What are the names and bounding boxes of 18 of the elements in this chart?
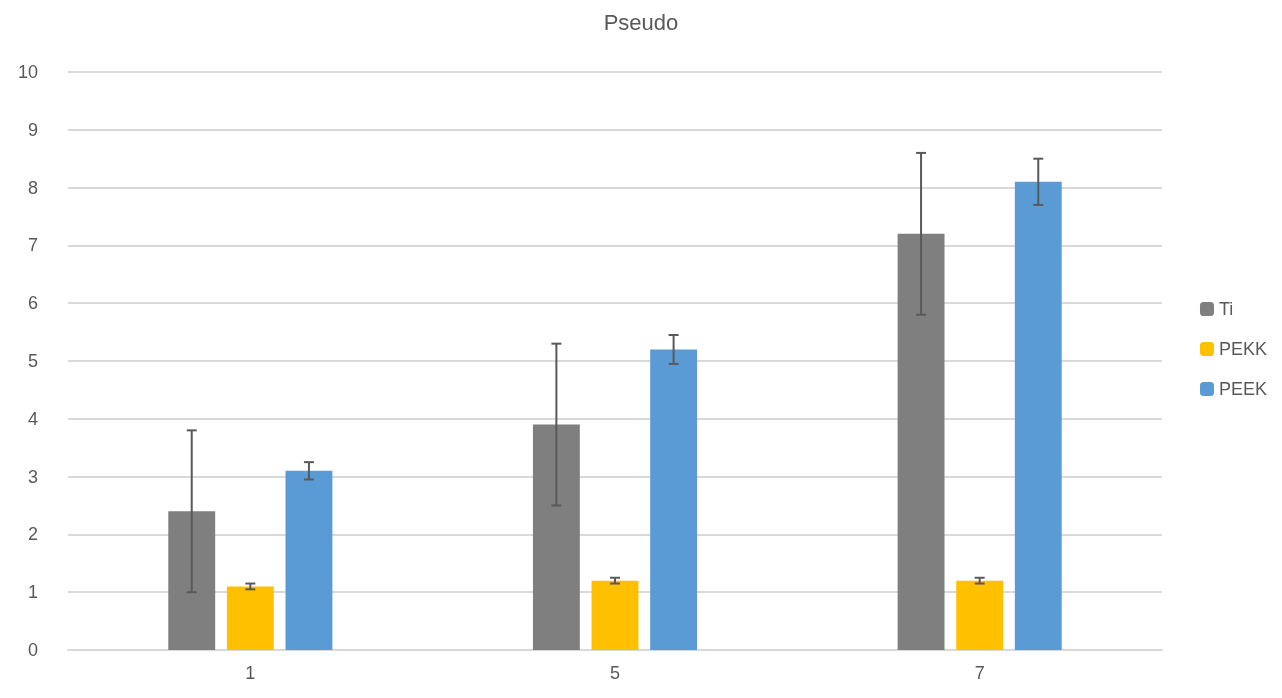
y-tick-label: 7: [27, 235, 38, 256]
y-tick-label: 4: [27, 408, 38, 429]
legend-label: PEKK: [1218, 339, 1268, 359]
x-tick-label: 5: [609, 663, 621, 683]
y-tick-label: 0: [27, 640, 38, 660]
y-tick-label: 10: [17, 62, 38, 82]
y-tick-label: 9: [27, 119, 38, 140]
legend-label: PEEK: [1218, 379, 1268, 399]
y-tick-label: 8: [27, 177, 38, 198]
y-tick-label: 3: [27, 466, 38, 487]
y-tick-label: 2: [27, 524, 38, 545]
x-tick-label: 1: [245, 663, 256, 683]
y-tick-label: 1: [27, 582, 38, 603]
y-tick-label: 5: [27, 351, 38, 371]
y-tick-label: 6: [27, 293, 38, 314]
chart-title: Pseudo: [603, 9, 679, 35]
legend-label: Ti: [1218, 299, 1234, 319]
x-tick-label: 7: [974, 663, 985, 683]
